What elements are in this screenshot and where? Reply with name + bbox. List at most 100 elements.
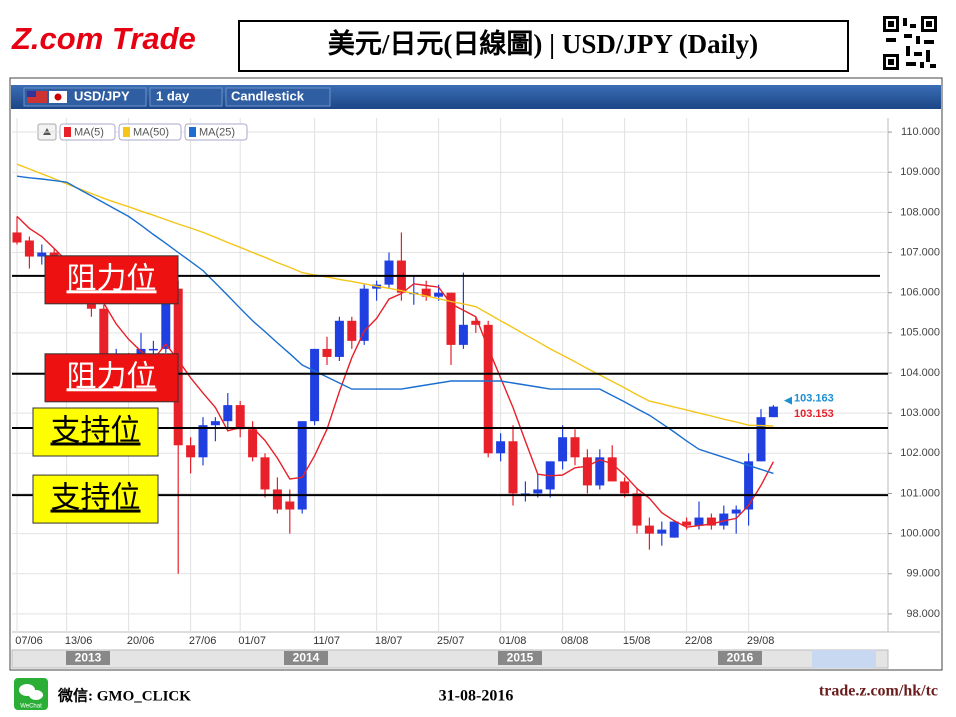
x-tick-label: 13/06 xyxy=(65,635,93,647)
candle-body xyxy=(558,437,568,462)
ma-line xyxy=(16,215,775,528)
x-tick-label: 01/07 xyxy=(238,635,266,647)
candle-body xyxy=(595,457,605,486)
y-tick-label: 102.000 xyxy=(900,447,940,459)
candle-body xyxy=(756,417,766,462)
candle-body xyxy=(12,232,22,243)
candle-body xyxy=(359,288,369,341)
year-label: 2015 xyxy=(507,651,534,665)
candle-body xyxy=(694,517,704,526)
level-label: 阻力位 xyxy=(67,359,157,394)
candle-body xyxy=(24,240,34,257)
x-tick-label: 29/08 xyxy=(747,635,775,647)
style-button[interactable] xyxy=(225,87,331,107)
y-tick-label: 100.000 xyxy=(900,528,940,540)
candle-body xyxy=(272,489,282,510)
candle-body xyxy=(223,405,233,422)
symbol[interactable]: USD/JPY xyxy=(74,88,130,103)
candle-body xyxy=(260,457,270,490)
candle-body xyxy=(582,457,592,486)
year-box xyxy=(284,651,328,665)
legend-toggle-icon xyxy=(43,128,51,135)
candle-body xyxy=(384,260,394,285)
candle-body xyxy=(148,348,158,351)
ma-line xyxy=(16,163,774,427)
x-tick-label: 18/07 xyxy=(375,635,403,647)
legend-item[interactable] xyxy=(118,123,182,141)
candle-body xyxy=(210,421,220,426)
candle-body xyxy=(186,445,196,458)
legend-swatch xyxy=(123,127,130,137)
year-label: 2016 xyxy=(727,651,754,665)
candle-body xyxy=(458,324,468,345)
ma-line xyxy=(16,175,774,475)
x-tick-label: 22/08 xyxy=(685,635,713,647)
y-tick-label: 104.000 xyxy=(900,367,940,379)
candle-body xyxy=(632,493,642,526)
chart-style[interactable]: Candlestick xyxy=(231,88,305,103)
candle-body xyxy=(644,525,654,534)
candle-body xyxy=(768,406,778,418)
candle-body xyxy=(570,437,580,458)
y-tick-label: 105.000 xyxy=(900,327,940,339)
candle-body xyxy=(744,461,754,510)
candle-body xyxy=(508,441,518,494)
candle-body xyxy=(347,320,357,341)
navigator[interactable] xyxy=(11,649,889,669)
legend-item[interactable] xyxy=(59,123,116,141)
x-tick-label: 15/08 xyxy=(623,635,651,647)
y-tick-label: 98.000 xyxy=(906,608,940,620)
year-box xyxy=(718,651,762,665)
level-label: 支持位 xyxy=(51,414,141,449)
candle-body xyxy=(334,320,344,357)
x-tick-label: 08/08 xyxy=(561,635,589,647)
price-label: 103.153 xyxy=(794,408,834,420)
wechat-id: 微信: GMO_CLICK xyxy=(57,686,191,704)
year-label: 2013 xyxy=(75,651,102,665)
navigator-window[interactable] xyxy=(812,650,876,668)
y-tick-label: 107.000 xyxy=(900,246,940,258)
y-tick-label: 103.000 xyxy=(900,407,940,419)
price-pointer xyxy=(784,396,792,405)
level-label: 阻力位 xyxy=(67,261,157,296)
period[interactable]: 1 day xyxy=(156,88,190,103)
logo: Z.com Trade xyxy=(11,21,196,56)
candle-body xyxy=(446,292,456,345)
candle-body xyxy=(310,348,320,422)
level-box xyxy=(44,255,179,305)
date: 31-08-2016 xyxy=(439,688,514,705)
candle-body xyxy=(297,421,307,510)
candle-body xyxy=(421,288,431,297)
candle-body xyxy=(285,501,295,510)
x-tick-label: 01/08 xyxy=(499,635,527,647)
legend-label: MA(5) xyxy=(74,126,104,138)
candle-body xyxy=(496,441,506,454)
x-tick-label: 27/06 xyxy=(189,635,217,647)
legend-swatch xyxy=(189,127,196,137)
year-label: 2014 xyxy=(293,651,320,665)
candle-body xyxy=(706,517,716,526)
candle-body xyxy=(248,429,258,458)
url[interactable]: trade.z.com/hk/tc xyxy=(819,683,938,700)
candle-body xyxy=(719,513,729,526)
title-box xyxy=(238,20,849,72)
legend-item[interactable] xyxy=(184,123,248,141)
legend-label: MA(25) xyxy=(199,126,235,138)
period-button[interactable] xyxy=(149,87,223,107)
legend-label: MA(50) xyxy=(133,126,169,138)
candle-body xyxy=(471,320,481,325)
qr-code xyxy=(882,15,938,71)
y-tick-label: 106.000 xyxy=(900,287,940,299)
candle-body xyxy=(322,348,332,357)
candle-body xyxy=(669,521,679,538)
y-tick-label: 101.000 xyxy=(900,487,940,499)
candle-body xyxy=(657,529,667,534)
x-tick-label: 20/06 xyxy=(127,635,155,647)
y-tick-label: 109.000 xyxy=(900,166,940,178)
y-tick-label: 108.000 xyxy=(900,206,940,218)
candle-body xyxy=(161,288,171,349)
candle-body xyxy=(99,308,109,365)
candle-body xyxy=(682,521,692,526)
